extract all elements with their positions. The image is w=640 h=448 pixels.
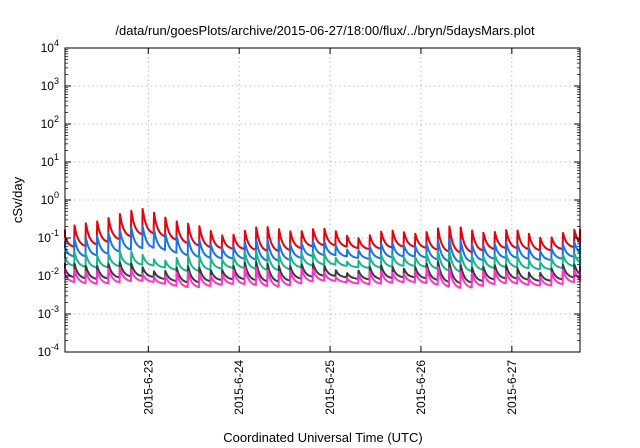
y-tick-label: 10-1 (38, 228, 59, 245)
y-axis: 104 103 102 101 100 10-1 10-2 10-3 10-4 (38, 38, 580, 359)
y-tick-label: 10-4 (38, 342, 59, 359)
y-tick-label: 10-3 (38, 304, 59, 321)
y-tick-label: 100 (41, 190, 59, 207)
y-axis-label: cSv/day (10, 176, 25, 223)
x-axis: 2015-6-23 2015-6-24 2015-6-25 2015-6-26 2015… (141, 48, 519, 415)
y-tick-label: 104 (41, 38, 59, 55)
series-line-4 (64, 260, 581, 285)
grid (65, 48, 580, 352)
x-tick-label: 2015-6-27 (505, 360, 519, 415)
series-layer (64, 207, 581, 289)
y-tick-label: 101 (41, 152, 59, 169)
chart-title: /data/run/goesPlots/archive/2015-06-27/1… (115, 23, 535, 38)
y-tick-label: 103 (41, 76, 59, 93)
x-axis-label: Coordinated Universal Time (UTC) (223, 430, 422, 445)
x-tick-label: 2015-6-25 (323, 360, 337, 415)
x-tick-label: 2015-6-23 (141, 360, 155, 415)
series-line-5 (64, 265, 581, 289)
x-tick-label: 2015-6-24 (232, 360, 246, 415)
x-tick-label: 2015-6-26 (414, 360, 428, 415)
y-tick-label: 102 (41, 114, 59, 131)
series-line-3 (64, 249, 581, 273)
y-tick-label: 10-2 (38, 266, 59, 283)
series-line-2 (64, 225, 581, 264)
